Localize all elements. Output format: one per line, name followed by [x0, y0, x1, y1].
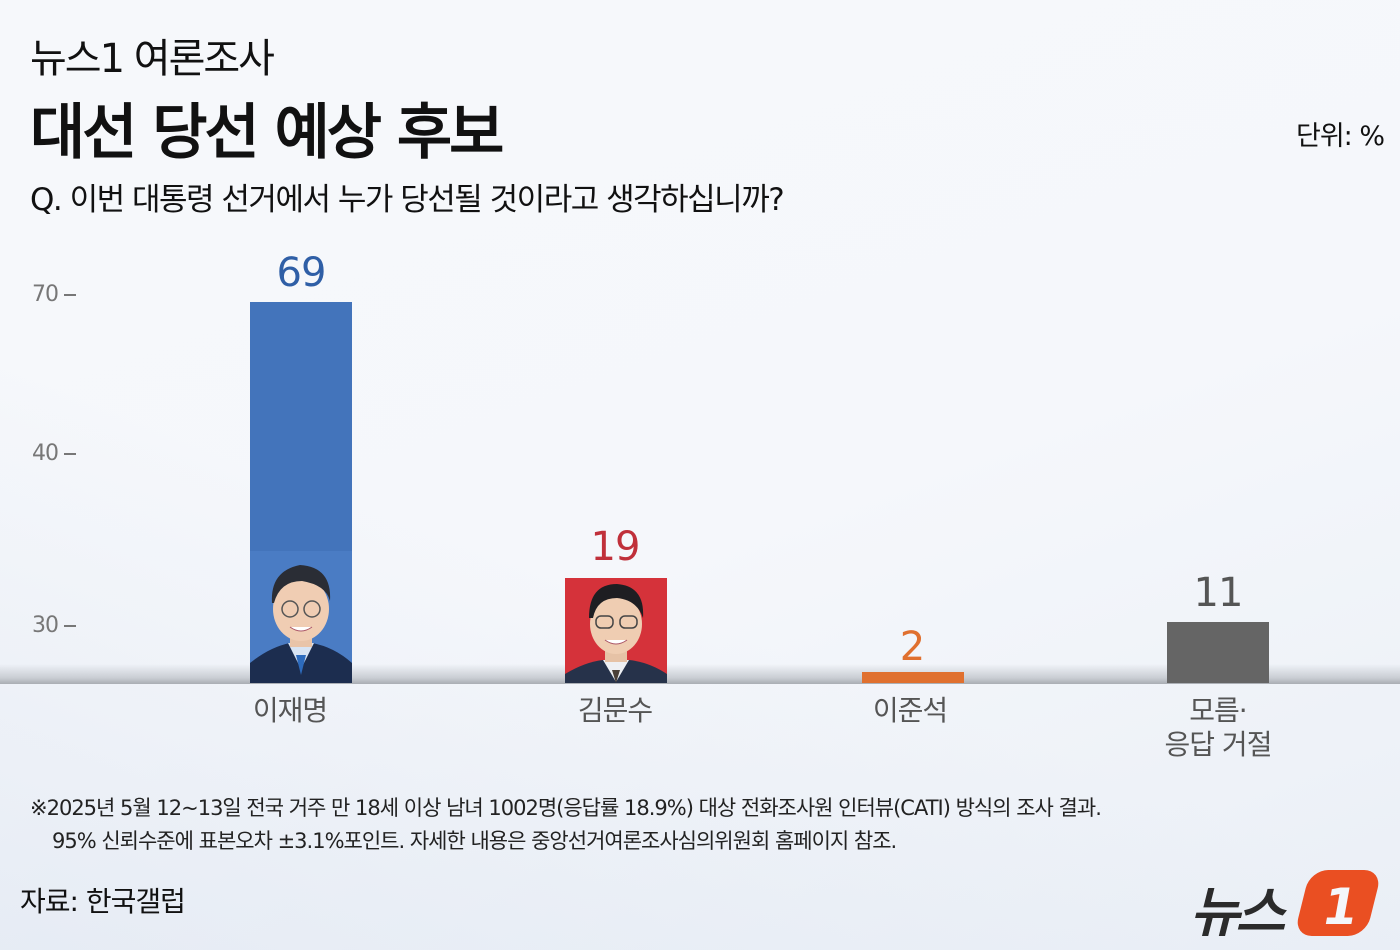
lee-jae-myung-portrait: [250, 551, 352, 683]
kim-moon-soo-portrait: [565, 578, 667, 683]
y-tick-label: 40: [32, 441, 59, 466]
unit-label: 단위: %: [1295, 121, 1385, 152]
bar-dont-know: [1167, 622, 1269, 683]
logo-mark-icon: 1: [1293, 870, 1383, 936]
tick-mark: [64, 453, 76, 455]
tick-mark: [64, 625, 76, 627]
y-tick-30: 30: [32, 613, 76, 638]
footnote-line-2: 95% 신뢰수준에 표본오차 ±3.1%포인트. 자세한 내용은 중앙선거여론조…: [52, 829, 897, 853]
category-label-lee-jae-myung: 이재명: [252, 694, 328, 727]
bar-value-lee-jae-myung: 69: [276, 250, 327, 296]
bar-lee-jun-seok: [862, 672, 964, 683]
category-label-dont-know: 모름· 응답 거절: [1118, 694, 1318, 762]
category-label-line2: 응답 거절: [1164, 728, 1273, 761]
bar-kim-moon-soo: [565, 578, 667, 683]
logo-text: 뉴스: [1190, 881, 1285, 944]
footnote-line-1: ※2025년 5월 12~13일 전국 거주 만 18세 이상 남녀 1002명…: [30, 796, 1102, 820]
y-tick-40: 40: [32, 441, 76, 466]
bar-lee-jae-myung: [250, 302, 352, 683]
bar-value-kim-moon-soo: 19: [590, 524, 641, 570]
category-label-line1: 모름·: [1189, 694, 1247, 727]
news1-logo: 뉴스 1: [1190, 868, 1383, 944]
y-tick-label: 30: [32, 613, 59, 638]
kicker-title: 뉴스1 여론조사: [30, 36, 275, 82]
category-label-kim-moon-soo: 김문수: [577, 694, 653, 727]
y-tick-label: 70: [32, 282, 59, 307]
y-tick-70: 70: [32, 282, 76, 307]
survey-question: Q. 이번 대통령 선거에서 누가 당선될 것이라고 생각하십니까?: [30, 182, 785, 218]
bar-value-lee-jun-seok: 2: [899, 624, 925, 670]
tick-mark: [64, 294, 76, 296]
page-title: 대선 당선 예상 후보: [30, 98, 504, 168]
bar-value-dont-know: 11: [1193, 570, 1244, 616]
source-label: 자료: 한국갤럽: [20, 885, 186, 918]
logo-mark-number: 1: [1317, 878, 1364, 936]
category-label-lee-jun-seok: 이준석: [872, 694, 948, 727]
